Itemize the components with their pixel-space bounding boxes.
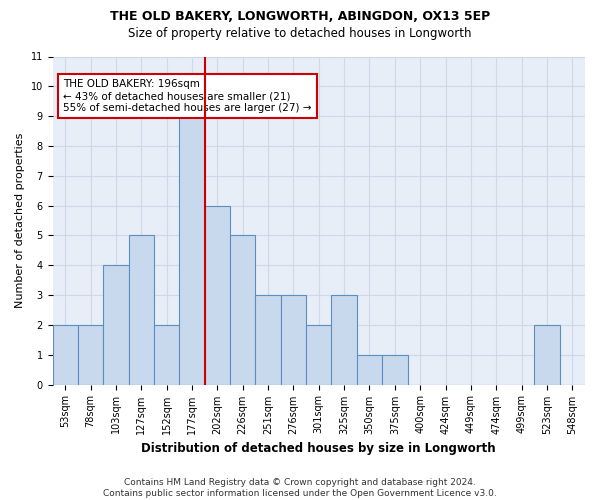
- Text: Contains HM Land Registry data © Crown copyright and database right 2024.
Contai: Contains HM Land Registry data © Crown c…: [103, 478, 497, 498]
- Bar: [357, 354, 382, 384]
- Bar: [256, 295, 281, 384]
- Bar: [534, 325, 560, 384]
- Bar: [128, 236, 154, 384]
- Bar: [103, 266, 128, 384]
- X-axis label: Distribution of detached houses by size in Longworth: Distribution of detached houses by size …: [142, 442, 496, 455]
- Y-axis label: Number of detached properties: Number of detached properties: [15, 133, 25, 308]
- Bar: [53, 325, 78, 384]
- Bar: [306, 325, 331, 384]
- Bar: [205, 206, 230, 384]
- Bar: [382, 354, 407, 384]
- Text: THE OLD BAKERY, LONGWORTH, ABINGDON, OX13 5EP: THE OLD BAKERY, LONGWORTH, ABINGDON, OX1…: [110, 10, 490, 23]
- Bar: [331, 295, 357, 384]
- Bar: [154, 325, 179, 384]
- Bar: [179, 116, 205, 384]
- Bar: [78, 325, 103, 384]
- Bar: [230, 236, 256, 384]
- Text: THE OLD BAKERY: 196sqm
← 43% of detached houses are smaller (21)
55% of semi-det: THE OLD BAKERY: 196sqm ← 43% of detached…: [63, 80, 311, 112]
- Bar: [281, 295, 306, 384]
- Text: Size of property relative to detached houses in Longworth: Size of property relative to detached ho…: [128, 28, 472, 40]
